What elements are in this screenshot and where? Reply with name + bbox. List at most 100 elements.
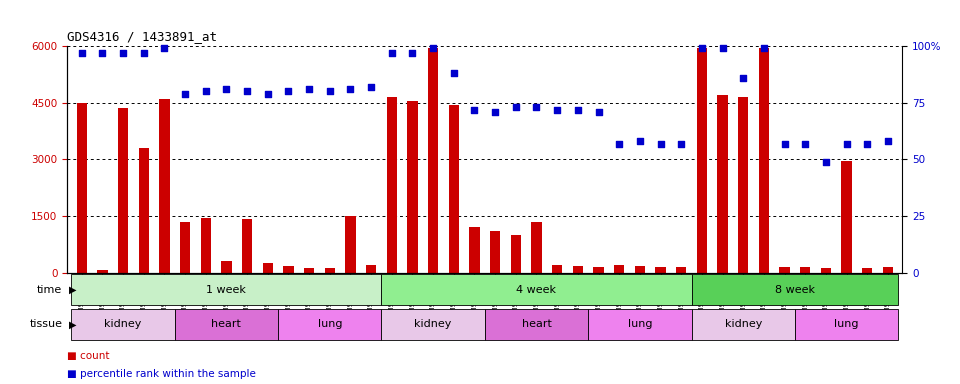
Bar	[717, 95, 728, 273]
Point	[364, 84, 379, 90]
Point	[446, 70, 462, 76]
Point	[136, 50, 152, 56]
FancyBboxPatch shape	[71, 274, 381, 306]
Bar	[841, 161, 852, 273]
FancyBboxPatch shape	[691, 309, 795, 340]
Bar	[138, 148, 149, 273]
Point	[570, 106, 586, 113]
Point	[239, 88, 254, 94]
Bar	[448, 104, 459, 273]
Bar	[324, 268, 335, 273]
Text: lung: lung	[318, 319, 342, 329]
Point	[384, 50, 399, 56]
Point	[508, 104, 523, 110]
FancyBboxPatch shape	[381, 309, 485, 340]
Point	[735, 75, 751, 81]
Text: tissue: tissue	[30, 319, 62, 329]
Bar	[552, 265, 563, 273]
FancyBboxPatch shape	[691, 274, 899, 306]
Point	[467, 106, 482, 113]
Bar	[263, 263, 273, 273]
Text: 4 week: 4 week	[516, 285, 557, 295]
Point	[612, 141, 627, 147]
Text: lung: lung	[628, 319, 652, 329]
Point	[880, 138, 896, 144]
FancyBboxPatch shape	[485, 309, 588, 340]
Point	[156, 45, 172, 51]
FancyBboxPatch shape	[381, 274, 691, 306]
Point	[178, 91, 193, 97]
Bar	[656, 266, 665, 273]
Bar	[180, 222, 190, 273]
Text: heart: heart	[521, 319, 551, 329]
Bar	[883, 266, 893, 273]
Point	[301, 86, 317, 92]
Point	[653, 141, 668, 147]
Bar	[159, 99, 170, 273]
Point	[798, 141, 813, 147]
Point	[818, 159, 833, 165]
Bar	[469, 227, 480, 273]
Point	[198, 88, 213, 94]
Point	[549, 106, 564, 113]
Text: ■ percentile rank within the sample: ■ percentile rank within the sample	[67, 369, 256, 379]
Point	[405, 50, 420, 56]
Bar	[118, 108, 129, 273]
Point	[219, 86, 234, 92]
Point	[633, 138, 648, 144]
Bar	[346, 216, 355, 273]
Text: lung: lung	[834, 319, 859, 329]
Text: ▶: ▶	[69, 319, 77, 329]
Point	[115, 50, 131, 56]
Text: GDS4316 / 1433891_at: GDS4316 / 1433891_at	[67, 30, 217, 43]
Point	[488, 109, 503, 115]
Point	[674, 141, 689, 147]
Point	[95, 50, 110, 56]
Text: kidney: kidney	[105, 319, 142, 329]
Point	[839, 141, 854, 147]
Point	[425, 45, 441, 51]
Bar	[738, 97, 749, 273]
Bar	[242, 219, 252, 273]
Text: ■ count: ■ count	[67, 351, 109, 361]
Bar	[697, 48, 707, 273]
Bar	[407, 101, 418, 273]
Bar	[77, 103, 86, 273]
Bar	[283, 266, 294, 273]
FancyBboxPatch shape	[175, 309, 278, 340]
Bar	[304, 268, 314, 273]
Point	[694, 45, 709, 51]
Point	[74, 50, 89, 56]
Bar	[97, 270, 108, 273]
Text: ▶: ▶	[69, 285, 77, 295]
Bar	[511, 235, 521, 273]
Bar	[387, 97, 396, 273]
Text: 8 week: 8 week	[775, 285, 815, 295]
Bar	[201, 218, 211, 273]
Bar	[490, 231, 500, 273]
Point	[777, 141, 792, 147]
Bar	[573, 266, 583, 273]
Bar	[800, 266, 810, 273]
Point	[590, 109, 606, 115]
Bar	[635, 266, 645, 273]
Bar	[428, 48, 439, 273]
Bar	[221, 261, 231, 273]
Text: time: time	[37, 285, 62, 295]
Text: kidney: kidney	[725, 319, 762, 329]
Bar	[366, 265, 376, 273]
Bar	[614, 265, 624, 273]
Bar	[862, 268, 873, 273]
Point	[322, 88, 337, 94]
Bar	[531, 222, 541, 273]
Text: heart: heart	[211, 319, 241, 329]
FancyBboxPatch shape	[795, 309, 899, 340]
Bar	[821, 268, 831, 273]
FancyBboxPatch shape	[71, 309, 175, 340]
Text: kidney: kidney	[415, 319, 452, 329]
Point	[715, 45, 731, 51]
Text: 1 week: 1 week	[206, 285, 247, 295]
FancyBboxPatch shape	[588, 309, 691, 340]
Point	[260, 91, 276, 97]
Point	[280, 88, 296, 94]
